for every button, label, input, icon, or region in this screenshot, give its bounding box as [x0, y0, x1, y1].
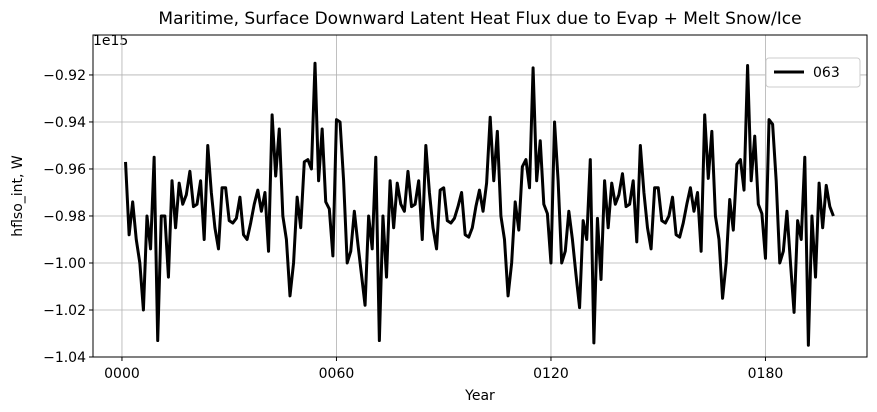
x-tick-label: 0180	[748, 366, 784, 382]
legend-label: 063	[813, 65, 840, 81]
legend-box	[765, 57, 861, 88]
x-tick-label: 0060	[319, 366, 355, 382]
plot-frame	[92, 34, 868, 358]
y-tick-label: −0.98	[43, 209, 86, 225]
y-tick-label: −1.00	[43, 256, 86, 272]
y-tick-label: −1.04	[43, 350, 86, 366]
x-axis-label: Year	[464, 388, 495, 404]
x-tick-label: 0000	[104, 366, 140, 382]
y-tick-label: −0.96	[43, 162, 86, 178]
y-tick-label: −0.92	[43, 68, 86, 84]
data-line	[124, 61, 835, 347]
offset-label: 1e15	[93, 33, 128, 49]
chart-title: Maritime, Surface Downward Latent Heat F…	[158, 9, 801, 29]
y-tick-label: −0.94	[43, 115, 86, 131]
y-axis-label: hflso_int, W	[10, 155, 26, 237]
x-tick-label: 0120	[533, 366, 569, 382]
y-tick-label: −1.02	[43, 303, 86, 319]
